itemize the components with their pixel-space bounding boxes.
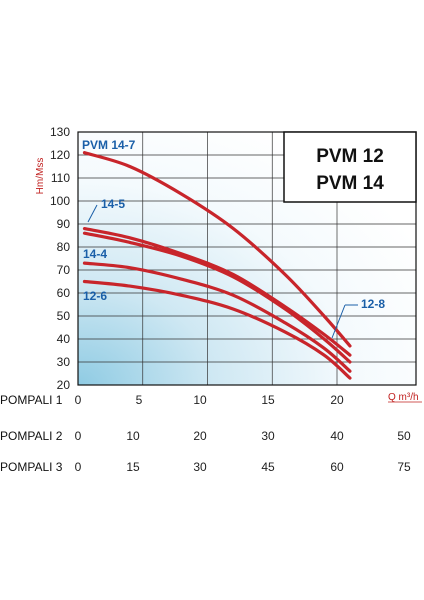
curve-label-14-5: 14-5: [101, 197, 125, 211]
row-label-pompali-3: POMPALI 3: [0, 460, 63, 474]
x-tick-label: 10: [126, 429, 140, 443]
y-tick-label: 70: [57, 263, 71, 277]
y-tick-label: 60: [57, 286, 71, 300]
title-box: [283, 131, 417, 203]
x-tick-label: 0: [75, 393, 82, 407]
x-tick-label: 15: [261, 393, 275, 407]
y-tick-label: 80: [57, 240, 71, 254]
y-tick-label: 100: [50, 194, 70, 208]
curve-label-pvm-14-7: PVM 14-7: [82, 138, 136, 152]
y-tick-label: 130: [50, 125, 70, 139]
y-axis-label: Hm/Mss: [35, 158, 46, 195]
y-tick-labels: 20 30 40 50 60 70 80 90 100 110 120 130: [50, 125, 70, 392]
y-tick-label: 90: [57, 217, 71, 231]
row-label-pompali-1: POMPALI 1: [0, 393, 63, 407]
plot-frame: [77, 131, 417, 386]
curve-label-12-8: 12-8: [361, 297, 385, 311]
pump-curve-1: [82, 151, 352, 348]
x-axis-label: Q m³/h: [388, 392, 419, 403]
x-tick-label: 20: [330, 393, 344, 407]
y-tick-label: 120: [50, 148, 70, 162]
x-tick-label: 30: [193, 460, 207, 474]
chart-title-line-1: PVM 12: [316, 146, 384, 167]
x-tick-label: 50: [397, 429, 411, 443]
y-tick-label: 110: [51, 171, 70, 185]
chart-title-line-2: PVM 14: [316, 173, 384, 194]
flow-scale-rows: POMPALI 1 0 5 10 15 20 POMPALI 2 0 10 20 30 40 50 POM…: [0, 393, 411, 474]
curve-label-14-5-leader: [87, 204, 98, 223]
curve-label-12-8-leader-2: [331, 304, 346, 339]
pump-curve-5: [82, 279, 352, 380]
x-tick-label: 20: [193, 429, 207, 443]
x-tick-label: 30: [261, 429, 275, 443]
x-tick-label: 0: [75, 429, 82, 443]
curve-label-14-4: 14-4: [83, 247, 107, 261]
pump-curve-4: [82, 261, 352, 373]
y-tick-label: 20: [57, 378, 71, 392]
x-tick-label: 5: [136, 393, 143, 407]
y-tick-label: 40: [57, 332, 71, 346]
curve-label-12-6: 12-6: [83, 289, 107, 303]
row-label-pompali-2: POMPALI 2: [0, 429, 63, 443]
x-tick-label: 10: [193, 393, 207, 407]
x-tick-label: 0: [75, 460, 82, 474]
x-tick-label: 15: [126, 460, 140, 474]
x-tick-label: 40: [330, 429, 344, 443]
x-tick-label: 60: [330, 460, 344, 474]
x-tick-label: 75: [397, 460, 411, 474]
pump-curve-3: [82, 231, 352, 364]
pump-curve-2: [82, 227, 352, 357]
y-tick-label: 50: [57, 309, 71, 323]
x-tick-label: 45: [261, 460, 275, 474]
pump-curves: [82, 151, 352, 380]
y-tick-label: 30: [57, 355, 71, 369]
